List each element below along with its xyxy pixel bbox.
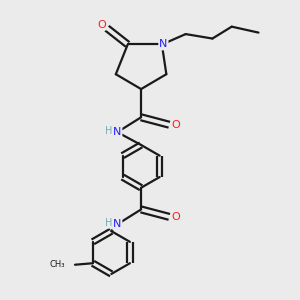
Text: N: N [113,219,122,229]
Text: N: N [113,127,122,137]
Text: O: O [97,20,106,30]
Text: O: O [172,212,180,222]
Text: O: O [172,120,180,130]
Text: N: N [159,40,168,50]
Text: H: H [105,218,113,228]
Text: CH₃: CH₃ [49,260,64,269]
Text: H: H [105,126,113,136]
